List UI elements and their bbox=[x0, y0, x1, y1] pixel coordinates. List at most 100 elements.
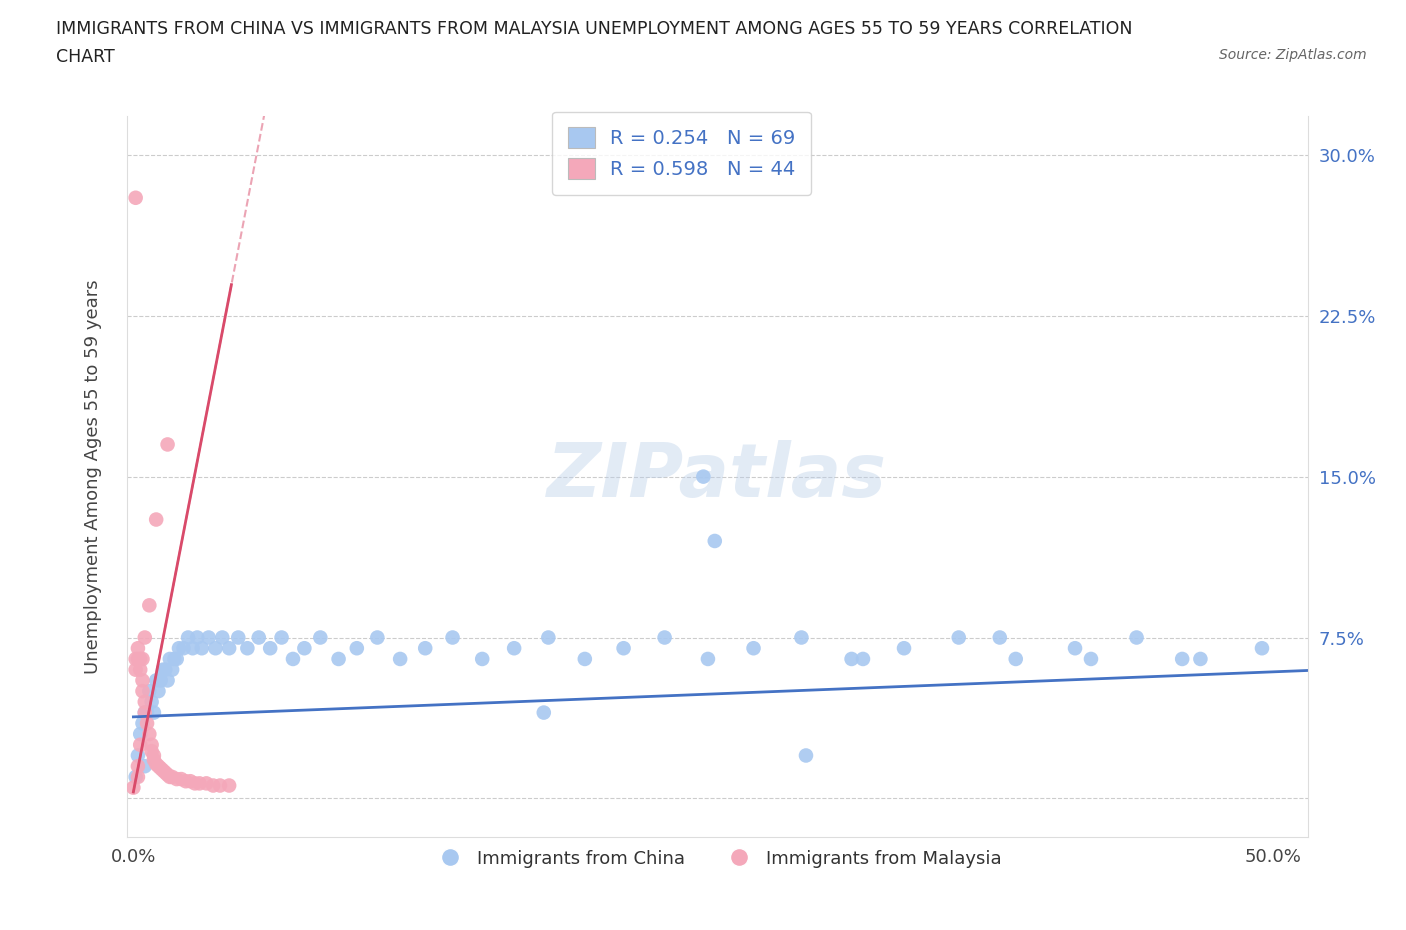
Point bbox=[1064, 641, 1087, 656]
Point bbox=[841, 652, 863, 667]
Point bbox=[160, 769, 183, 784]
Point bbox=[149, 673, 172, 688]
Point bbox=[1125, 630, 1147, 644]
Point bbox=[389, 652, 412, 667]
Legend: Immigrants from China, Immigrants from Malaysia: Immigrants from China, Immigrants from M… bbox=[425, 843, 1010, 875]
Point bbox=[166, 772, 188, 787]
Text: Source: ZipAtlas.com: Source: ZipAtlas.com bbox=[1219, 48, 1367, 62]
Point bbox=[441, 630, 464, 644]
Point bbox=[503, 641, 526, 656]
Point bbox=[1171, 652, 1194, 667]
Point bbox=[136, 705, 159, 720]
Point bbox=[129, 726, 152, 741]
Point bbox=[533, 705, 555, 720]
Point bbox=[166, 652, 188, 667]
Point bbox=[191, 641, 214, 656]
Point bbox=[134, 759, 156, 774]
Point bbox=[174, 774, 197, 789]
Point bbox=[226, 630, 249, 644]
Point bbox=[127, 748, 149, 763]
Point bbox=[127, 641, 149, 656]
Text: IMMIGRANTS FROM CHINA VS IMMIGRANTS FROM MALAYSIA UNEMPLOYMENT AMONG AGES 55 TO : IMMIGRANTS FROM CHINA VS IMMIGRANTS FROM… bbox=[56, 20, 1133, 38]
Point bbox=[1251, 641, 1274, 656]
Point bbox=[134, 630, 156, 644]
Point bbox=[138, 598, 160, 613]
Point bbox=[124, 769, 146, 784]
Point bbox=[208, 778, 231, 793]
Point bbox=[197, 630, 219, 644]
Point bbox=[613, 641, 636, 656]
Point bbox=[152, 763, 174, 777]
Point bbox=[188, 776, 211, 790]
Point bbox=[129, 662, 152, 677]
Point bbox=[129, 737, 152, 752]
Point bbox=[988, 630, 1011, 644]
Point bbox=[127, 769, 149, 784]
Point bbox=[537, 630, 560, 644]
Point bbox=[218, 641, 240, 656]
Point bbox=[163, 652, 186, 667]
Point bbox=[893, 641, 915, 656]
Point bbox=[1189, 652, 1212, 667]
Point bbox=[145, 512, 167, 527]
Point bbox=[152, 662, 174, 677]
Point bbox=[413, 641, 436, 656]
Point bbox=[186, 630, 208, 644]
Point bbox=[155, 765, 177, 780]
Point bbox=[1080, 652, 1102, 667]
Point bbox=[328, 652, 350, 667]
Point bbox=[346, 641, 368, 656]
Point bbox=[134, 705, 156, 720]
Point bbox=[134, 695, 156, 710]
Point bbox=[211, 630, 233, 644]
Point bbox=[654, 630, 676, 644]
Point bbox=[159, 652, 181, 667]
Point bbox=[141, 744, 163, 759]
Point bbox=[173, 641, 195, 656]
Point bbox=[574, 652, 596, 667]
Point bbox=[156, 767, 179, 782]
Point bbox=[131, 716, 153, 731]
Point bbox=[218, 778, 240, 793]
Point bbox=[148, 684, 170, 698]
Point bbox=[149, 761, 172, 776]
Point bbox=[948, 630, 970, 644]
Point bbox=[1004, 652, 1026, 667]
Point bbox=[184, 776, 207, 790]
Point bbox=[692, 470, 714, 485]
Point bbox=[309, 630, 332, 644]
Point bbox=[366, 630, 388, 644]
Point bbox=[141, 737, 163, 752]
Text: CHART: CHART bbox=[56, 48, 115, 66]
Point bbox=[179, 774, 201, 789]
Text: ZIPatlas: ZIPatlas bbox=[547, 440, 887, 513]
Point bbox=[124, 662, 146, 677]
Point bbox=[127, 652, 149, 667]
Point bbox=[155, 662, 177, 677]
Point bbox=[131, 652, 153, 667]
Point bbox=[127, 759, 149, 774]
Y-axis label: Unemployment Among Ages 55 to 59 years: Unemployment Among Ages 55 to 59 years bbox=[83, 279, 101, 674]
Point bbox=[852, 652, 875, 667]
Point bbox=[156, 437, 179, 452]
Point bbox=[292, 641, 315, 656]
Point bbox=[134, 705, 156, 720]
Point bbox=[124, 652, 146, 667]
Point bbox=[145, 757, 167, 772]
Point bbox=[259, 641, 281, 656]
Point bbox=[122, 780, 145, 795]
Point bbox=[236, 641, 259, 656]
Point bbox=[167, 641, 190, 656]
Point bbox=[131, 684, 153, 698]
Point bbox=[742, 641, 765, 656]
Point bbox=[159, 769, 181, 784]
Point bbox=[703, 534, 725, 549]
Point bbox=[204, 641, 226, 656]
Point bbox=[124, 191, 146, 206]
Point bbox=[142, 705, 165, 720]
Point bbox=[148, 759, 170, 774]
Point bbox=[181, 641, 204, 656]
Point bbox=[138, 684, 160, 698]
Point bbox=[142, 752, 165, 767]
Point bbox=[247, 630, 270, 644]
